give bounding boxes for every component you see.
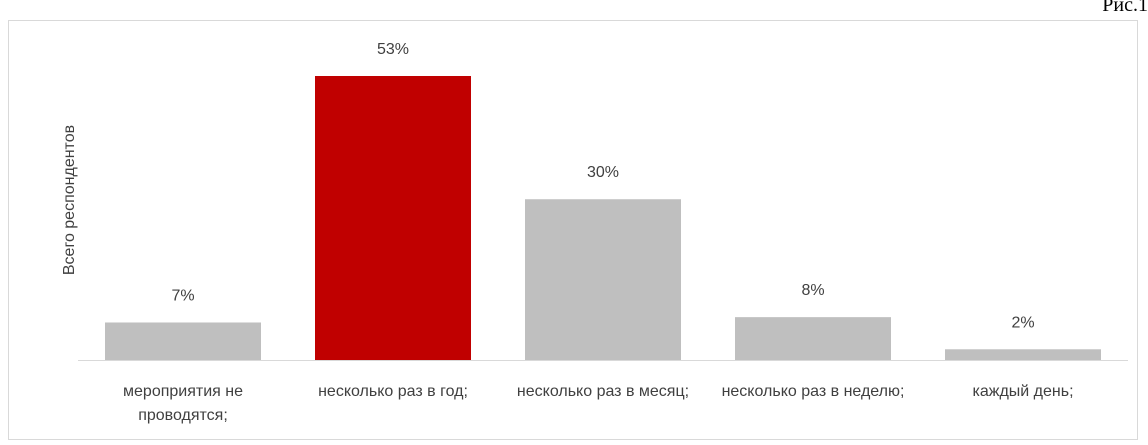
x-tick-label: каждый день; xyxy=(972,383,1074,400)
bar xyxy=(735,317,891,360)
bar xyxy=(525,199,681,360)
data-label: 2% xyxy=(1011,314,1034,331)
x-tick-label: несколько раз в месяц; xyxy=(516,383,690,400)
x-tick-label: мероприятия не проводятся; xyxy=(123,383,243,424)
bar xyxy=(315,76,471,360)
figure-label: Рис.1 xyxy=(1102,0,1148,16)
data-label: 53% xyxy=(377,41,409,58)
data-label: 30% xyxy=(587,164,619,181)
y-axis-title: Всего респондентов xyxy=(61,125,78,275)
bar xyxy=(945,349,1101,360)
x-tick-label: несколько раз в неделю; xyxy=(721,383,905,400)
chart-frame xyxy=(8,20,1138,440)
bar xyxy=(105,322,261,360)
data-label: 7% xyxy=(171,287,194,304)
x-tick-label: несколько раз в год; xyxy=(318,383,468,400)
data-label: 8% xyxy=(801,282,824,299)
